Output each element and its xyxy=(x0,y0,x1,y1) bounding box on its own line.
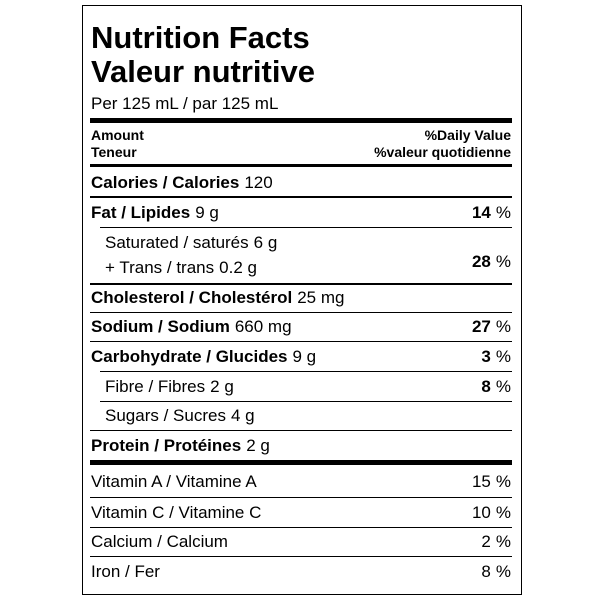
daily-value: 14% xyxy=(472,203,511,223)
dv-header: %Daily Value xyxy=(424,127,511,143)
nutrient-label: + Trans / trans xyxy=(105,258,215,277)
nutrient-label: Carbohydrate / Glucides xyxy=(91,347,288,366)
daily-value: 10% xyxy=(472,503,511,523)
label-panel xyxy=(82,5,522,595)
daily-value-unit: % xyxy=(495,347,511,366)
rule xyxy=(100,401,512,402)
nutrient-row: Protein / Protéines 2 g xyxy=(91,436,270,456)
vitamin-row: Iron / Fer xyxy=(91,562,160,582)
daily-value-unit: % xyxy=(495,562,511,581)
daily-value-unit: % xyxy=(495,203,511,222)
rule xyxy=(90,430,512,431)
daily-value: 28% xyxy=(472,252,511,272)
rule xyxy=(90,312,512,313)
nutrient-row: Sugars / Sucres 4 g xyxy=(105,406,255,426)
daily-value-number: 10 xyxy=(471,503,491,522)
nutrient-row: Sodium / Sodium 660 mg xyxy=(91,317,292,337)
nutrient-row: Carbohydrate / Glucides 9 g xyxy=(91,347,316,367)
rule xyxy=(90,283,512,285)
nutrient-label: Calories / Calories xyxy=(91,173,240,192)
vitamin-row: Vitamin A / Vitamine A xyxy=(91,472,257,492)
title-fr: Valeur nutritive xyxy=(91,54,315,89)
daily-value-number: 28 xyxy=(471,252,491,271)
nutrient-amount: 0.2 g xyxy=(219,258,257,277)
nutrient-row: Calories / Calories 120 xyxy=(91,173,273,193)
nutrient-label: Cholesterol / Cholestérol xyxy=(91,288,293,307)
nutrient-amount: 6 g xyxy=(253,233,278,252)
nutrient-amount: 25 mg xyxy=(297,288,345,307)
nutrient-label: Vitamin C / Vitamine C xyxy=(91,503,262,522)
rule xyxy=(90,556,512,557)
nutrient-amount: 4 g xyxy=(230,406,255,425)
nutrient-label: Sugars / Sucres xyxy=(105,406,226,425)
nutrient-amount: 120 xyxy=(244,173,273,192)
rule xyxy=(100,371,512,372)
nutrient-label: Fat / Lipides xyxy=(91,203,191,222)
daily-value-unit: % xyxy=(495,252,511,271)
daily-value: 27% xyxy=(472,317,511,337)
nutrient-row: Cholesterol / Cholestérol 25 mg xyxy=(91,288,344,308)
rule xyxy=(90,118,512,123)
nutrient-amount: 9 g xyxy=(195,203,219,222)
nutrient-label: Calcium / Calcium xyxy=(91,532,228,551)
nutrient-amount: 2 g xyxy=(210,377,234,396)
nutrient-row: Saturated / saturés 6 g xyxy=(105,233,277,253)
daily-value-unit: % xyxy=(495,503,511,522)
rule xyxy=(90,196,512,198)
rule xyxy=(90,460,512,465)
nutrient-row: Fibre / Fibres 2 g xyxy=(105,377,234,397)
daily-value-number: 3 xyxy=(481,347,491,366)
nutrient-label: Fibre / Fibres xyxy=(105,377,206,396)
rule xyxy=(100,227,512,228)
title-en: Nutrition Facts xyxy=(91,20,310,55)
nutrient-label: Sodium / Sodium xyxy=(91,317,230,336)
daily-value-number: 8 xyxy=(481,562,491,581)
rule xyxy=(90,527,512,528)
daily-value: 8% xyxy=(481,377,511,397)
nutrient-amount: 2 g xyxy=(246,436,270,455)
nutrient-amount: 660 mg xyxy=(234,317,292,336)
daily-value-number: 27 xyxy=(471,317,491,336)
daily-value: 15% xyxy=(472,472,511,492)
daily-value-number: 15 xyxy=(471,472,491,491)
nutrient-label: Vitamin A / Vitamine A xyxy=(91,472,257,491)
amount-header-fr: Teneur xyxy=(91,144,137,160)
amount-header: Amount xyxy=(91,127,144,143)
rule xyxy=(90,164,512,167)
nutrient-row: + Trans / trans 0.2 g xyxy=(105,258,257,278)
nutrient-label: Protein / Protéines xyxy=(91,436,242,455)
daily-value-unit: % xyxy=(495,317,511,336)
nutrient-label: Saturated / saturés xyxy=(105,233,249,252)
vitamin-row: Vitamin C / Vitamine C xyxy=(91,503,261,523)
daily-value-unit: % xyxy=(495,472,511,491)
vitamin-row: Calcium / Calcium xyxy=(91,532,228,552)
daily-value: 8% xyxy=(481,562,511,582)
serving-size: Per 125 mL / par 125 mL xyxy=(91,94,279,113)
daily-value-number: 2 xyxy=(481,532,491,551)
nutrient-amount: 9 g xyxy=(292,347,317,366)
dv-header-fr: %valeur quotidienne xyxy=(374,144,511,160)
daily-value-unit: % xyxy=(495,532,511,551)
daily-value-number: 14 xyxy=(471,203,491,222)
rule xyxy=(90,341,512,342)
daily-value: 3% xyxy=(481,347,511,367)
nutrient-row: Fat / Lipides 9 g xyxy=(91,203,219,223)
daily-value-number: 8 xyxy=(481,377,491,396)
daily-value: 2% xyxy=(481,532,511,552)
daily-value-unit: % xyxy=(495,377,511,396)
rule xyxy=(90,497,512,498)
nutrient-label: Iron / Fer xyxy=(91,562,160,581)
